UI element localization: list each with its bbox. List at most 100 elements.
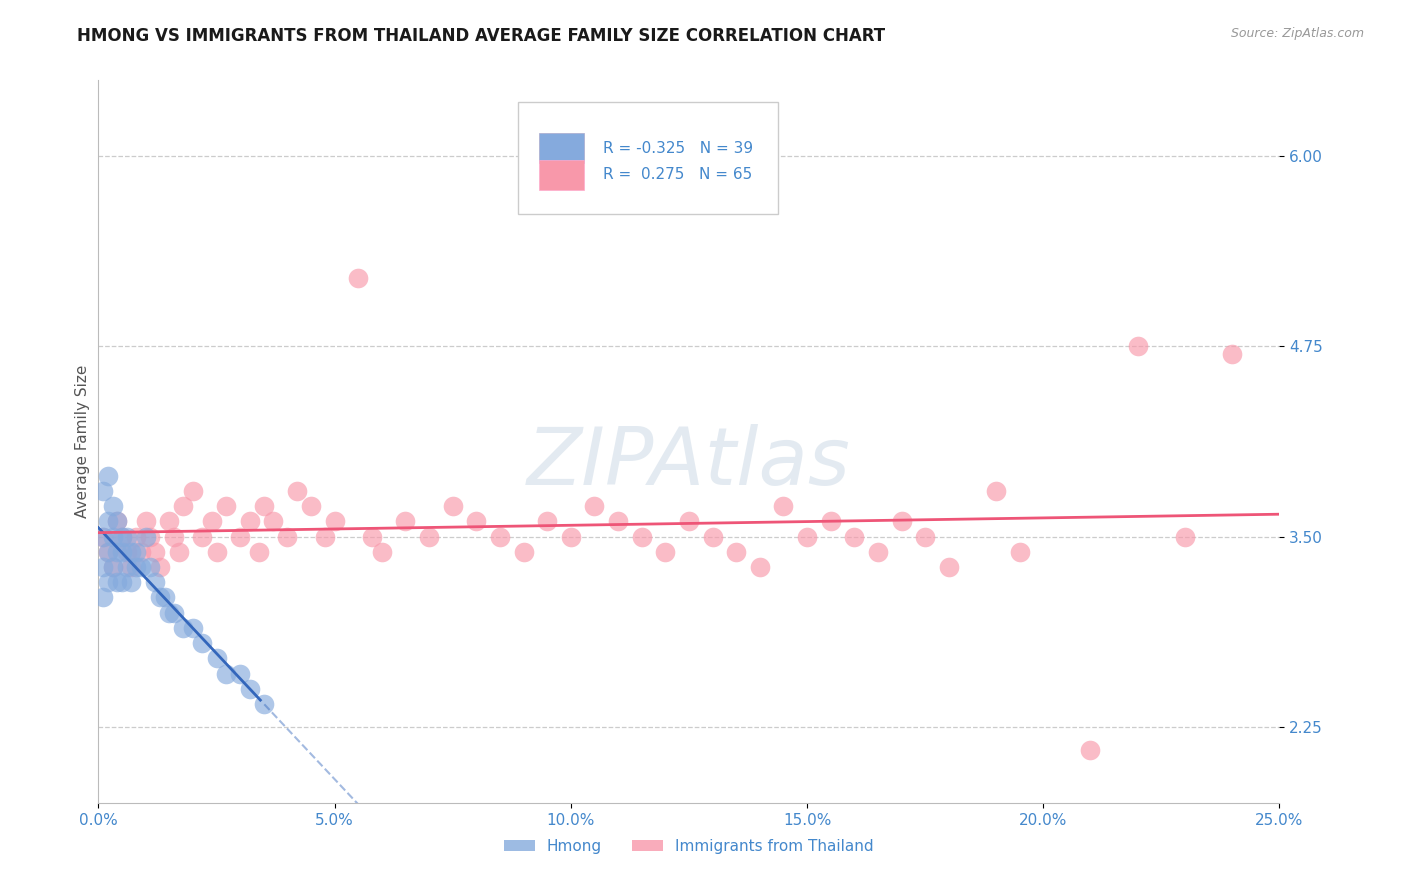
Point xyxy=(181,621,204,635)
Point xyxy=(938,560,960,574)
Point xyxy=(205,545,228,559)
Point xyxy=(105,515,128,529)
Point xyxy=(139,530,162,544)
Point xyxy=(247,545,270,559)
Point xyxy=(157,606,180,620)
Point xyxy=(97,468,120,483)
Point xyxy=(129,560,152,574)
Point xyxy=(215,499,238,513)
Point xyxy=(101,560,124,574)
Point xyxy=(115,530,138,544)
Point xyxy=(299,499,322,513)
Text: R =  0.275   N = 65: R = 0.275 N = 65 xyxy=(603,168,752,182)
Point xyxy=(285,483,308,498)
Point xyxy=(253,499,276,513)
Point xyxy=(239,515,262,529)
Point xyxy=(914,530,936,544)
Point xyxy=(91,530,114,544)
Point xyxy=(191,530,214,544)
Point xyxy=(748,560,770,574)
Point xyxy=(607,515,630,529)
Point xyxy=(276,530,298,544)
Point xyxy=(105,575,128,590)
Point xyxy=(115,560,138,574)
Point xyxy=(866,545,889,559)
FancyBboxPatch shape xyxy=(538,133,583,163)
Point xyxy=(323,515,346,529)
Point xyxy=(201,515,224,529)
Point xyxy=(101,530,124,544)
Point xyxy=(1008,545,1031,559)
Point xyxy=(172,621,194,635)
Point xyxy=(630,530,652,544)
Point xyxy=(394,515,416,529)
Point xyxy=(105,545,128,559)
Point xyxy=(215,666,238,681)
Point xyxy=(678,515,700,529)
Point xyxy=(97,545,120,559)
Point xyxy=(105,515,128,529)
Legend: Hmong, Immigrants from Thailand: Hmong, Immigrants from Thailand xyxy=(498,833,880,860)
Point xyxy=(371,545,394,559)
Point xyxy=(489,530,512,544)
Point xyxy=(149,591,172,605)
Point xyxy=(465,515,488,529)
Point xyxy=(97,545,120,559)
Point xyxy=(361,530,384,544)
Text: R = -0.325   N = 39: R = -0.325 N = 39 xyxy=(603,141,752,156)
Text: HMONG VS IMMIGRANTS FROM THAILAND AVERAGE FAMILY SIZE CORRELATION CHART: HMONG VS IMMIGRANTS FROM THAILAND AVERAG… xyxy=(77,27,886,45)
Y-axis label: Average Family Size: Average Family Size xyxy=(75,365,90,518)
Point xyxy=(97,575,120,590)
Point xyxy=(262,515,284,529)
Point xyxy=(560,530,582,544)
Point xyxy=(347,271,370,285)
Point xyxy=(111,545,134,559)
Point xyxy=(536,515,558,529)
Point xyxy=(125,545,148,559)
Point xyxy=(91,560,114,574)
Point xyxy=(229,530,252,544)
Point xyxy=(91,483,114,498)
Point xyxy=(101,560,124,574)
Point xyxy=(191,636,214,650)
Point xyxy=(796,530,818,544)
Point xyxy=(172,499,194,513)
Point xyxy=(820,515,842,529)
Point xyxy=(135,530,157,544)
Point xyxy=(153,591,176,605)
Point xyxy=(111,575,134,590)
Point xyxy=(583,499,606,513)
Point xyxy=(143,545,166,559)
Text: ZIPAtlas: ZIPAtlas xyxy=(527,425,851,502)
Point xyxy=(129,545,152,559)
Point xyxy=(157,515,180,529)
Point xyxy=(167,545,190,559)
Point xyxy=(91,591,114,605)
Point xyxy=(97,515,120,529)
Point xyxy=(181,483,204,498)
Point xyxy=(772,499,794,513)
Point xyxy=(163,530,186,544)
FancyBboxPatch shape xyxy=(538,160,583,190)
Point xyxy=(314,530,336,544)
Point xyxy=(253,697,276,711)
Point xyxy=(725,545,748,559)
Point xyxy=(1174,530,1197,544)
Point xyxy=(101,499,124,513)
Point xyxy=(702,530,724,544)
Point xyxy=(115,545,138,559)
Point xyxy=(441,499,464,513)
Point xyxy=(1080,742,1102,756)
Point xyxy=(418,530,440,544)
Point xyxy=(1220,347,1243,361)
Point xyxy=(205,651,228,665)
Point xyxy=(121,575,143,590)
Point xyxy=(111,530,134,544)
Point xyxy=(125,530,148,544)
Text: Source: ZipAtlas.com: Source: ZipAtlas.com xyxy=(1230,27,1364,40)
Point xyxy=(1126,339,1149,353)
Point xyxy=(984,483,1007,498)
Point xyxy=(890,515,912,529)
Point xyxy=(654,545,676,559)
FancyBboxPatch shape xyxy=(517,102,778,214)
